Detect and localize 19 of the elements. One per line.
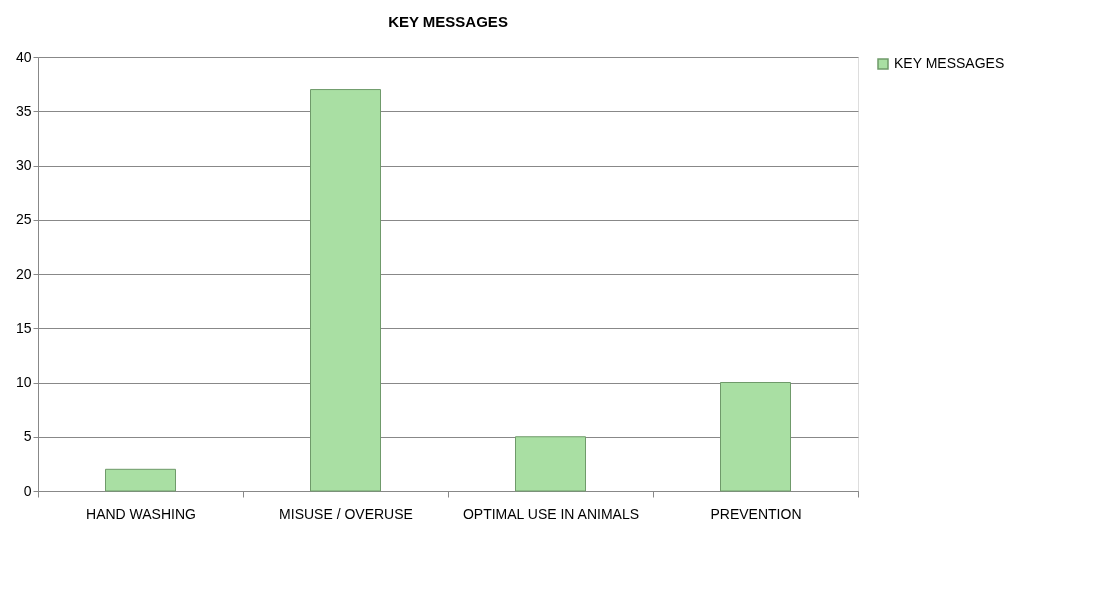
bar [515,436,586,492]
bar [720,382,791,492]
y-tick-label: 5 [23,428,32,445]
y-tick-label: 40 [15,48,32,65]
x-tick-label: OPTIMAL USE IN ANIMALS [462,505,640,522]
legend-label: KEY MESSAGES [894,55,1005,71]
y-tick-label: 20 [15,265,32,282]
x-tick-label: PREVENTION [710,505,802,522]
y-tick-label: 25 [15,211,32,228]
x-tick-label: MISUSE / OVERUSE [279,505,413,522]
y-tick-label: 30 [15,157,32,173]
chart-title: KEY MESSAGES [388,13,508,30]
y-tick-label: 0 [23,482,32,499]
bar [310,89,381,492]
y-tick-label: 10 [15,374,32,390]
x-tick-label: HAND WASHING [86,505,196,522]
y-tick-label: 35 [15,102,32,119]
y-tick-label: 15 [15,319,32,336]
bar [105,468,176,492]
